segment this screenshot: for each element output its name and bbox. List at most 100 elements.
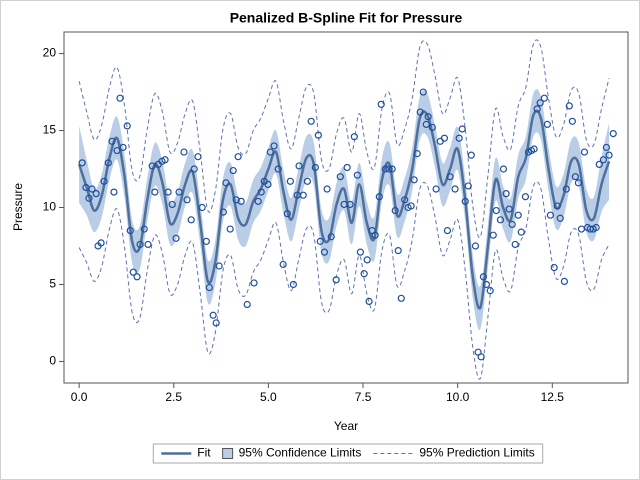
data-point xyxy=(161,156,169,164)
data-point xyxy=(371,231,379,239)
data-point xyxy=(113,146,121,155)
data-point xyxy=(229,166,237,175)
data-point xyxy=(194,153,202,161)
data-point xyxy=(533,105,541,113)
data-point xyxy=(543,120,551,128)
data-point xyxy=(295,162,303,170)
data-point xyxy=(85,194,93,202)
data-point xyxy=(605,151,613,159)
data-point xyxy=(314,131,322,139)
axes: 0.0 2.5 5.0 7.5 10.0 12.5 0 5 10 15 20 xyxy=(43,46,565,404)
data-point xyxy=(365,297,373,306)
data-point xyxy=(226,225,234,233)
data-point xyxy=(571,173,579,181)
data-point xyxy=(401,196,409,204)
data-point xyxy=(78,159,86,167)
data-point xyxy=(443,226,452,235)
data-point xyxy=(356,248,364,256)
data-point xyxy=(133,273,141,281)
plot-area xyxy=(77,39,617,380)
data-point xyxy=(440,134,449,142)
y-tick-label: 10 xyxy=(43,200,57,214)
legend-label: 95% Prediction Limits xyxy=(419,446,534,460)
data-point xyxy=(479,273,488,281)
data-point xyxy=(172,234,180,242)
x-tick-label: 7.5 xyxy=(355,390,372,404)
data-point xyxy=(540,94,548,102)
data-point xyxy=(492,206,500,215)
data-point xyxy=(499,165,508,173)
data-point xyxy=(108,137,116,145)
data-point xyxy=(467,151,475,159)
data-point xyxy=(257,188,265,196)
data-point xyxy=(270,142,278,150)
data-point xyxy=(237,197,245,205)
chart-title: Penalized B-Spline Fit for Pressure xyxy=(230,10,463,26)
data-point xyxy=(202,237,210,245)
legend-box xyxy=(152,443,544,464)
legend-confidence-symbol xyxy=(222,448,234,459)
data-point xyxy=(151,188,159,196)
data-point xyxy=(283,210,291,218)
data-point xyxy=(168,200,176,209)
x-tick-label: 0.0 xyxy=(71,390,88,404)
data-point xyxy=(316,237,324,245)
data-point xyxy=(424,113,432,121)
data-point xyxy=(350,133,358,141)
data-point xyxy=(609,130,617,138)
data-point xyxy=(432,185,440,193)
data-point xyxy=(363,256,371,264)
data-point xyxy=(346,200,354,209)
data-point xyxy=(88,185,96,193)
data-point xyxy=(377,100,385,108)
data-point xyxy=(136,240,144,249)
data-point xyxy=(602,143,611,152)
data-point xyxy=(299,191,307,199)
data-point xyxy=(446,173,454,181)
data-point xyxy=(129,268,137,276)
data-point xyxy=(360,270,368,278)
data-point xyxy=(550,263,558,272)
data-point xyxy=(215,262,223,270)
data-point xyxy=(205,283,213,292)
data-point xyxy=(126,226,134,235)
data-point xyxy=(144,240,152,249)
legend-label: Fit xyxy=(197,446,211,460)
data-point xyxy=(250,279,258,287)
data-point xyxy=(323,185,331,193)
data-point xyxy=(416,108,424,116)
data-point xyxy=(517,228,525,236)
data-point xyxy=(279,260,287,269)
data-point xyxy=(123,122,131,130)
data-point xyxy=(234,153,242,161)
data-point xyxy=(212,319,220,327)
data-point xyxy=(175,188,183,196)
data-point xyxy=(198,203,206,212)
y-tick-label: 15 xyxy=(43,123,57,137)
data-point xyxy=(104,159,112,167)
y-tick-label: 5 xyxy=(49,277,56,291)
data-point xyxy=(592,223,600,232)
data-point xyxy=(303,177,311,185)
data-point xyxy=(183,196,191,204)
data-point xyxy=(419,88,427,96)
data-point xyxy=(553,202,561,210)
x-tick-label: 5.0 xyxy=(260,390,277,404)
data-point xyxy=(97,239,105,247)
data-point xyxy=(100,177,108,185)
prediction-limit xyxy=(78,181,610,380)
y-axis-label: Pressure xyxy=(11,183,25,231)
data-point xyxy=(140,225,148,233)
data-point xyxy=(110,188,118,196)
data-point xyxy=(508,220,516,229)
data-point xyxy=(311,163,319,172)
x-tick-label: 2.5 xyxy=(165,390,182,404)
data-point xyxy=(530,145,538,153)
data-point xyxy=(560,277,569,285)
data-point xyxy=(568,117,576,125)
data-point xyxy=(477,353,485,361)
data-point xyxy=(565,102,573,110)
data-point xyxy=(546,211,555,219)
data-point xyxy=(180,148,188,156)
data-point xyxy=(505,205,513,213)
